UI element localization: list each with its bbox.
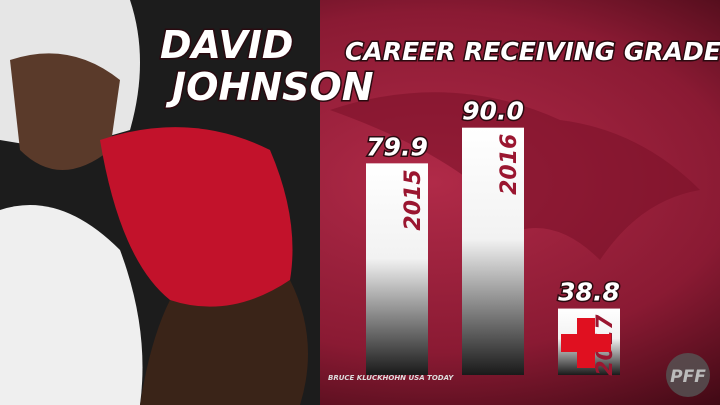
chart-title: CAREER RECEIVING GRADES (345, 37, 720, 66)
logo-text: PFF (670, 367, 706, 387)
logo: PFF (666, 353, 710, 397)
value-label: 79.9 (366, 132, 428, 161)
category-label: 2016 (497, 134, 522, 195)
player-first-name: DAVID (160, 23, 293, 67)
player-photo (0, 0, 320, 405)
photo-credit: BRUCE KLUCKHOHN USA TODAY (328, 374, 454, 382)
category-label: 2015 (401, 169, 426, 230)
bar (366, 163, 428, 375)
value-label: 38.8 (558, 278, 620, 307)
value-label: 90.0 (462, 97, 524, 126)
bar (462, 127, 524, 376)
player-last-name: JOHNSON (165, 65, 374, 109)
injury-cross (561, 318, 611, 368)
